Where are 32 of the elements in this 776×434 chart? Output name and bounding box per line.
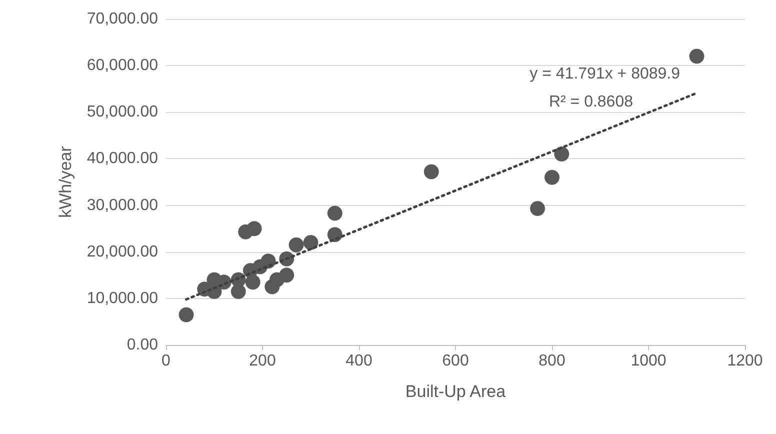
- y-tick-label: 50,000.00: [86, 104, 158, 121]
- point: [288, 237, 304, 252]
- point: [246, 221, 262, 236]
- point: [230, 284, 246, 299]
- x-tick-label: 600: [442, 352, 469, 370]
- x-tick-label: 400: [346, 352, 372, 370]
- point: [327, 206, 342, 221]
- annotation: R² = 0.8608: [548, 94, 634, 110]
- y-tick-label: 70,000.00: [86, 10, 158, 28]
- y-tick-label: 20,000.00: [86, 243, 158, 260]
- point: [279, 268, 294, 283]
- point: [424, 164, 439, 180]
- y-tick-label: 40,000.00: [86, 150, 158, 168]
- x-tick-label: 200: [249, 352, 276, 370]
- x-axis-title: Built-Up Area: [405, 382, 506, 401]
- x-tick-label: 1000: [630, 352, 666, 370]
- point: [544, 170, 560, 185]
- point: [689, 48, 704, 64]
- point: [178, 307, 194, 322]
- annotation: y = 41.791x + 8089.9: [530, 66, 680, 82]
- y-axis-title: kWh/year: [56, 146, 75, 218]
- y-tick-label: 0.00: [126, 336, 158, 354]
- y-tick-label: 10,000.00: [86, 290, 158, 307]
- x-tick-label: 1200: [727, 352, 763, 370]
- x-tick-label: 800: [538, 352, 566, 370]
- point: [245, 274, 260, 290]
- y-tick-label: 60,000.00: [86, 57, 158, 74]
- x-tick-label: 0: [162, 352, 171, 370]
- y-tick-label: 30,000.00: [86, 196, 158, 214]
- point: [303, 235, 318, 250]
- point: [554, 146, 570, 162]
- point: [530, 201, 546, 216]
